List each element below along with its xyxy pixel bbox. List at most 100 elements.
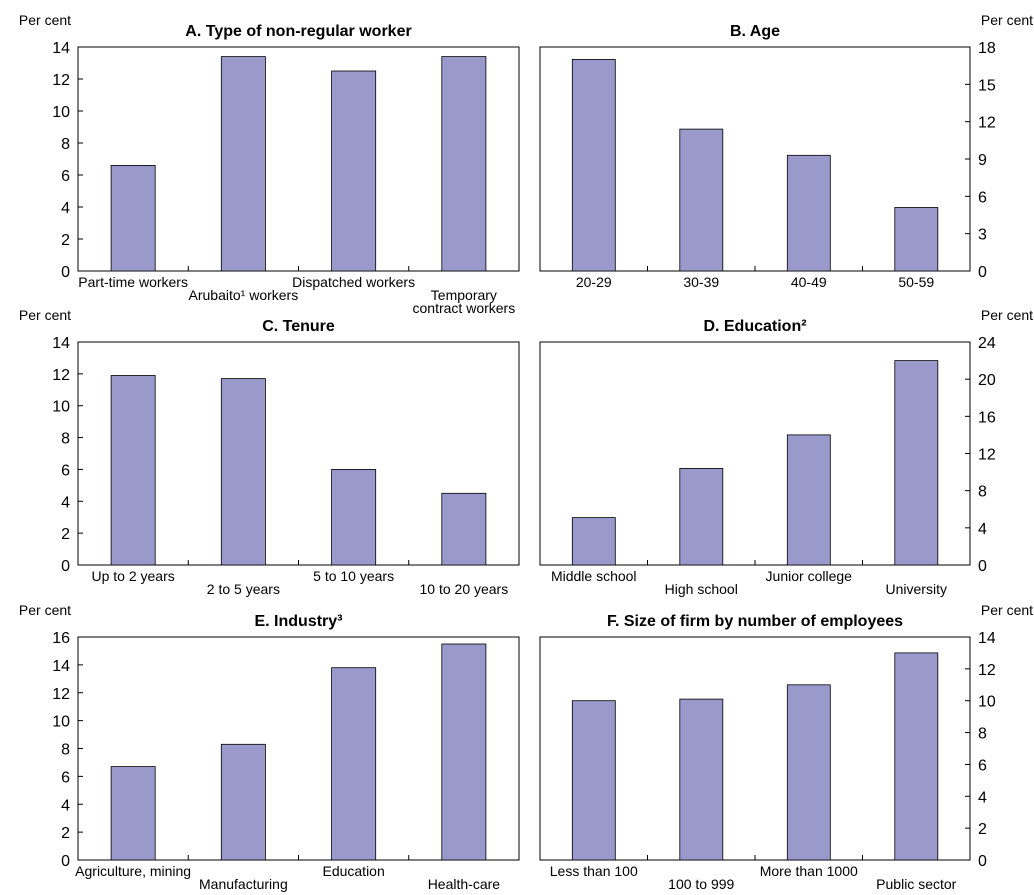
category-label: Dispatched workers [292,274,415,290]
y-tick-label: 2 [978,821,987,838]
y-tick-label: 12 [978,662,996,679]
y-tick-label: 12 [52,367,70,384]
y-tick-label: 8 [978,726,987,743]
bar [331,468,377,566]
panel-title: F. Size of firm by number of employees [607,613,903,630]
bar [786,154,831,272]
bar [571,700,616,861]
category-label: 5 to 10 years [313,568,394,584]
panel-5: 0 2 4 6 8 10 12 14 16 Agriculture, mining Manufact… [19,602,520,892]
bar [331,667,377,861]
y-tick-label: 2 [61,232,70,249]
y-tick-label: 8 [61,136,70,153]
y-axis-unit-label: Per cent [981,307,1033,323]
panel-title: E. Industry³ [254,613,342,630]
y-tick-label: 0 [978,853,987,870]
y-tick-label: 15 [978,77,996,94]
category-label: Manufacturing [199,876,288,892]
y-tick-label: 10 [52,399,70,416]
category-label: 40-49 [791,274,827,290]
y-axis-unit-label: Per cent [19,602,71,618]
bar [110,766,156,861]
category-label: Less than 100 [550,863,638,879]
y-tick-label: 6 [978,189,987,206]
y-tick-label: 14 [978,630,996,647]
y-tick-label: 8 [978,484,987,501]
panel-3: 0 2 4 6 8 10 12 14 Up to 2 years 2 to 5 years 5 to… [19,307,520,597]
bar [441,492,487,566]
y-axis-unit-label: Per cent [19,307,71,323]
category-label: 10 to 20 years [420,581,509,597]
y-tick-label: 6 [61,168,70,185]
y-tick-label: 20 [978,372,996,389]
y-tick-label: 4 [978,521,987,538]
category-label: Junior college [766,568,853,584]
y-tick-label: 24 [978,335,996,352]
y-tick-label: 4 [61,797,70,814]
y-tick-label: 0 [61,264,70,281]
bar [441,643,487,861]
y-tick-label: 8 [61,742,70,759]
y-axis-unit-label: Per cent [981,602,1033,618]
y-tick-label: 0 [61,853,70,870]
category-label: 100 to 999 [668,876,734,892]
panel-title: A. Type of non-regular worker [185,23,411,40]
y-tick-label: 6 [978,757,987,774]
bar [331,70,377,272]
bar [786,684,831,861]
y-tick-label: 9 [978,152,987,169]
category-label: More than 1000 [760,863,858,879]
bar [220,378,266,566]
y-tick-label: 8 [61,431,70,448]
bar [679,128,724,272]
category-label: Temporary contract workers [413,287,516,316]
bar [110,164,156,272]
category-label: Health-care [428,876,501,892]
y-tick-label: 0 [61,558,70,575]
panel-title: B. Age [730,23,780,40]
category-label: Middle school [551,568,637,584]
category-label: 30-39 [683,274,719,290]
y-tick-label: 18 [978,40,996,57]
bar [571,517,616,566]
y-tick-label: 4 [61,200,70,217]
category-label: University [886,581,947,597]
y-tick-label: 12 [978,115,996,132]
panel-4: 0 4 8 12 16 20 24 Middle school High school Junio… [539,307,1033,597]
panel-title: D. Education² [703,318,806,335]
category-label: Up to 2 years [91,568,174,584]
y-tick-label: 16 [978,409,996,426]
y-tick-label: 10 [52,714,70,731]
y-axis-unit-label: Per cent [19,12,71,28]
category-label: Arubaito¹ workers [189,287,299,303]
y-tick-label: 10 [978,694,996,711]
panel-title: C. Tenure [262,318,335,335]
y-axis-unit-label: Per cent [981,12,1033,28]
bar [679,698,724,861]
bar [679,467,724,566]
category-label: 2 to 5 years [207,581,280,597]
category-label: Education [322,863,384,879]
y-tick-label: 2 [61,825,70,842]
panel-6: 0 2 4 6 8 10 12 14 Less than 100 100 to 999 More t… [539,602,1033,892]
category-label: High school [665,581,738,597]
category-label: Public sector [876,876,956,892]
y-tick-label: 6 [61,462,70,479]
bar [786,434,831,566]
y-tick-label: 14 [52,335,70,352]
y-tick-label: 14 [52,658,70,675]
category-label: Agriculture, mining [75,863,191,879]
bar [894,360,939,566]
y-tick-label: 14 [52,40,70,57]
y-tick-label: 4 [61,494,70,511]
bar [220,743,266,861]
y-tick-label: 2 [61,526,70,543]
y-tick-label: 12 [978,447,996,464]
y-tick-label: 12 [52,72,70,89]
y-tick-label: 12 [52,686,70,703]
y-tick-label: 0 [978,264,987,281]
bar [571,59,616,272]
category-label: 50-59 [898,274,934,290]
